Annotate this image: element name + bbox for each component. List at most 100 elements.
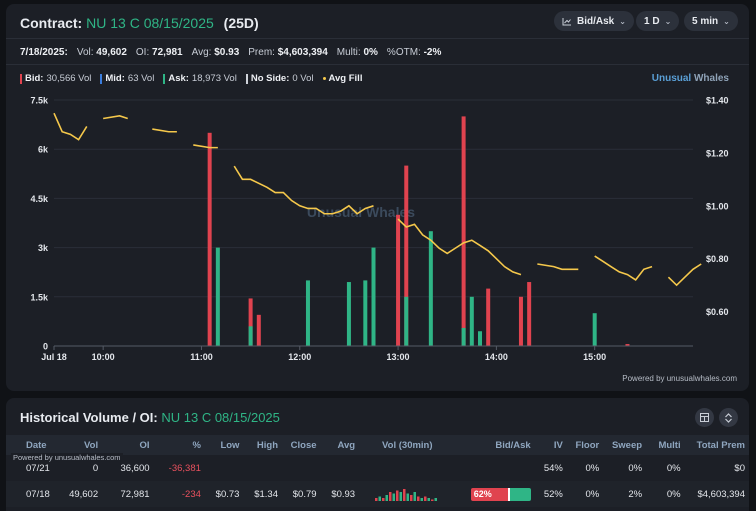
sparkline-bar xyxy=(382,498,385,501)
chevron-down-icon: ⌄ xyxy=(723,16,730,26)
cell-floor: 0% xyxy=(566,481,604,507)
mode-label: Bid/Ask xyxy=(577,15,615,27)
interval-dropdown[interactable]: 5 min ⌄ xyxy=(684,11,738,31)
mode-dropdown[interactable]: Bid/Ask ⌄ xyxy=(554,11,634,31)
y-left-tick-label: 6k xyxy=(38,145,49,155)
avg-fill-segment xyxy=(233,165,374,215)
avg-fill-segment xyxy=(103,115,128,120)
y-left-tick-label: 3k xyxy=(38,243,49,253)
legend-avg-fill[interactable]: Avg Fill xyxy=(322,73,362,84)
x-tick-label: Jul 18 xyxy=(41,352,67,362)
sparkline-bar xyxy=(434,498,438,501)
avg-fill-segment xyxy=(594,255,653,281)
column-header[interactable]: Date xyxy=(6,435,58,455)
y-axis-left: 0 1.5k 3k 4.5k 6k 7.5k xyxy=(30,96,49,352)
y-left-tick-label: 4.5k xyxy=(30,194,49,204)
y-left-tick-label: 1.5k xyxy=(30,292,49,302)
stats-date: 7/18/2025: xyxy=(20,47,68,58)
column-header[interactable]: % xyxy=(153,435,205,455)
sparkline-bar xyxy=(396,490,399,501)
column-header[interactable]: OI xyxy=(102,435,154,455)
powered-by: Powered by unusualwhales.com xyxy=(622,374,737,383)
x-tick-label: 11:00 xyxy=(190,352,213,362)
stat-prem: Prem: $4,603,394 xyxy=(248,47,328,58)
expand-button[interactable] xyxy=(719,408,738,427)
bid-bar xyxy=(527,282,532,346)
table-icon-button[interactable] xyxy=(695,408,714,427)
cell-date: 07/18 xyxy=(6,481,58,507)
x-tick-label: 13:00 xyxy=(387,352,410,362)
cell-sweep: 2% xyxy=(603,481,647,507)
ask-bar xyxy=(363,280,368,346)
column-header[interactable]: Vol xyxy=(57,435,103,455)
column-header[interactable]: Avg xyxy=(320,435,360,455)
cell-close xyxy=(282,455,321,481)
bid-bar xyxy=(625,344,630,346)
ask-bar xyxy=(478,331,482,346)
cell-spark xyxy=(359,481,456,507)
avg-fill-segment xyxy=(152,128,177,133)
cell-high: $1.34 xyxy=(243,481,282,507)
stat-avg: Avg: $0.93 xyxy=(191,47,240,58)
bid-bar xyxy=(518,296,523,346)
avg-fill-segment xyxy=(667,263,702,287)
cell-multi: 0% xyxy=(646,481,685,507)
cell-chg: -234 xyxy=(153,481,205,507)
bid-bar xyxy=(256,314,261,346)
cell-multi: 0% xyxy=(646,455,685,481)
legend-mid[interactable]: Mid: 63 Vol xyxy=(100,73,154,84)
sparkline-bar xyxy=(392,493,396,501)
history-panel: Historical Volume / OI: NU 13 C 08/15/20… xyxy=(6,398,749,511)
cell-sweep: 0% xyxy=(603,455,647,481)
bid-bar xyxy=(248,298,253,346)
legend-bid[interactable]: Bid: 30,566 Vol xyxy=(20,73,91,84)
range-dropdown[interactable]: 1 D ⌄ xyxy=(636,11,680,31)
ask-bar xyxy=(371,247,376,346)
range-label: 1 D xyxy=(644,15,660,27)
avg-fill-segment xyxy=(53,112,88,141)
cell-floor: 0% xyxy=(566,455,604,481)
avg-fill-segment xyxy=(537,263,579,271)
x-tick-label: 10:00 xyxy=(92,352,115,362)
history-title: Historical Volume / OI: NU 13 C 08/15/20… xyxy=(20,410,280,425)
column-header[interactable]: IV xyxy=(534,435,567,455)
bid-ask-bar: 62% xyxy=(470,487,531,501)
stat-vol: Vol: 49,602 xyxy=(76,47,127,58)
cell-iv: 52% xyxy=(534,481,567,507)
sparkline-bar xyxy=(431,499,434,501)
y-axis-right: $0.60 $0.80 $1.00 $1.20 $1.40 xyxy=(706,96,729,318)
legend-no-side[interactable]: No Side: 0 Vol xyxy=(245,73,314,84)
avg-fill-line xyxy=(53,112,702,287)
column-header[interactable]: Sweep xyxy=(603,435,647,455)
cell-bidask: 62% xyxy=(455,481,535,507)
sparkline-bar xyxy=(375,498,378,501)
cell-bidask xyxy=(455,455,535,481)
history-contract[interactable]: NU 13 C 08/15/2025 xyxy=(161,410,280,425)
x-tick-label: 15:00 xyxy=(583,352,606,362)
column-header[interactable]: High xyxy=(243,435,282,455)
sparkline-bar xyxy=(378,496,382,501)
avg-fill-segment xyxy=(193,144,218,149)
contract-name[interactable]: NU 13 C 08/15/2025 xyxy=(86,15,214,31)
column-header[interactable]: Bid/Ask xyxy=(455,435,535,455)
cell-prem: $0 xyxy=(684,455,749,481)
y-right-tick-label: $1.20 xyxy=(706,148,729,158)
cell-avg xyxy=(320,455,360,481)
powered-by: Powered by unusualwhales.com xyxy=(11,453,123,462)
column-header[interactable]: Low xyxy=(204,435,244,455)
column-header[interactable]: Multi xyxy=(646,435,685,455)
ask-bar xyxy=(305,280,310,346)
contract-prefix: Contract: xyxy=(20,15,83,31)
ask-bar xyxy=(469,296,474,346)
column-header[interactable]: Floor xyxy=(566,435,604,455)
column-header[interactable]: Vol (30min) xyxy=(359,435,456,455)
legend-ask[interactable]: Ask: 18,973 Vol xyxy=(163,73,237,84)
column-header[interactable]: Total Prem xyxy=(684,435,749,455)
table-row[interactable]: 07/18 49,602 72,981 -234 $0.73 $1.34 $0.79 $0.9… xyxy=(6,481,749,507)
y-right-tick-label: $1.40 xyxy=(706,96,729,106)
chart-type-icon xyxy=(562,17,571,25)
sparkline-bar xyxy=(403,489,406,501)
column-header[interactable]: Close xyxy=(282,435,321,455)
ask-bar xyxy=(215,247,220,346)
sparkline-bar xyxy=(427,498,431,501)
